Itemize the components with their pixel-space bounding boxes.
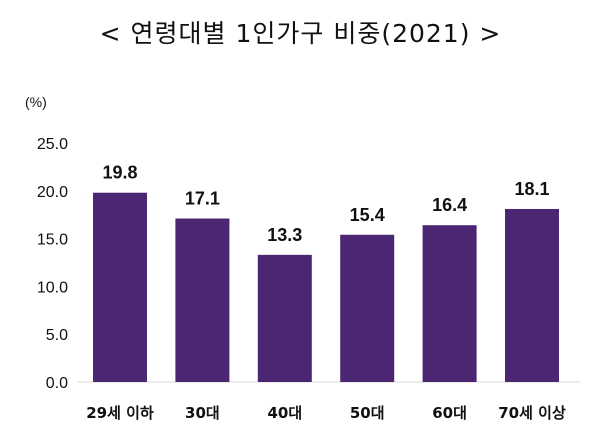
category-label: 29세 이하 (86, 404, 154, 422)
y-axis-ticks: 0.0 5.0 10.0 15.0 20.0 25.0 (37, 136, 68, 392)
bar (257, 254, 312, 382)
data-label: 13.3 (267, 225, 302, 245)
y-tick-label: 0.0 (46, 375, 68, 392)
y-tick-label: 10.0 (37, 279, 68, 296)
bar (340, 234, 395, 382)
category-labels: 29세 이하 30대 40대 50대 60대 70세 이상 (86, 404, 566, 422)
data-label: 15.4 (350, 205, 385, 225)
bar (505, 208, 559, 382)
bar (422, 225, 477, 382)
data-label: 16.4 (432, 195, 467, 215)
data-label: 18.1 (514, 179, 549, 199)
y-tick-label: 15.0 (37, 232, 68, 249)
bars (93, 192, 559, 382)
category-label: 30대 (185, 404, 220, 422)
bar (175, 218, 230, 382)
y-tick-label: 25.0 (37, 136, 68, 153)
category-label: 70세 이상 (498, 404, 566, 422)
data-labels: 19.8 17.1 13.3 15.4 16.4 18.1 (102, 163, 549, 245)
y-tick-label: 5.0 (46, 327, 68, 344)
category-label: 50대 (350, 404, 385, 422)
data-label: 17.1 (185, 189, 220, 209)
category-label: 60대 (432, 404, 467, 422)
y-axis-unit-label: (%) (25, 94, 47, 110)
y-tick-label: 20.0 (37, 184, 68, 201)
bar (93, 192, 147, 382)
category-label: 40대 (267, 404, 302, 422)
data-label: 19.8 (102, 163, 137, 183)
chart-title: < 연령대별 1인가구 비중(2021) > (99, 19, 502, 48)
